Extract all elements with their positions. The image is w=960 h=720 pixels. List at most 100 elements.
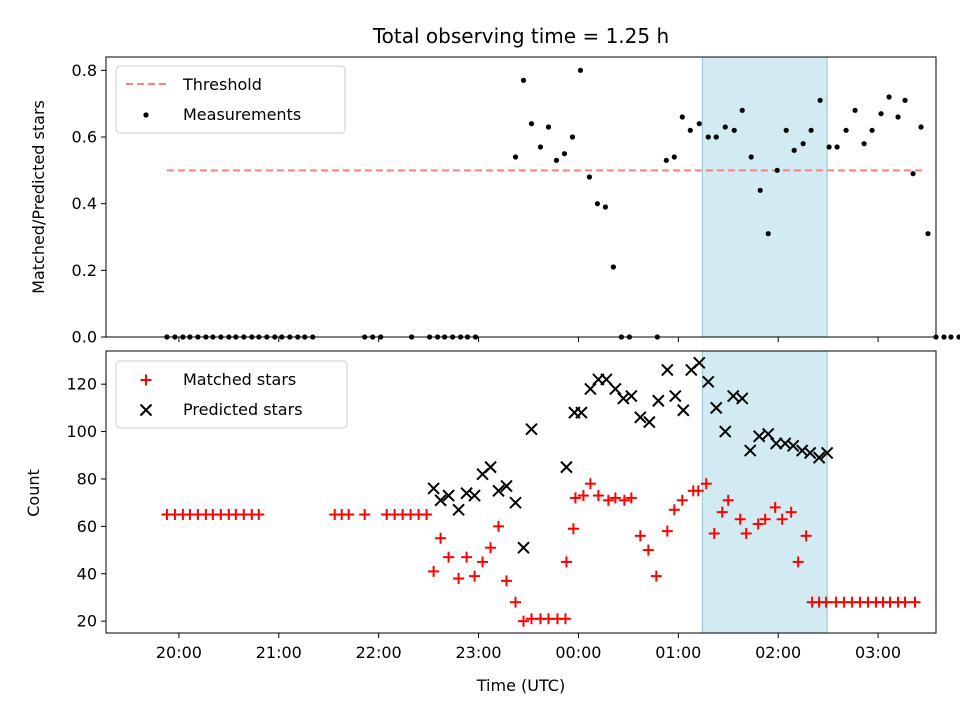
matched-star-point [510, 596, 522, 608]
bottom-ytick-label: 100 [66, 422, 97, 441]
bottom-ytick-label: 40 [77, 564, 97, 583]
legend-measurements-label: Measurements [183, 105, 301, 124]
predicted-star-point [710, 401, 723, 415]
measurement-point [941, 334, 947, 340]
matched-star-point [899, 596, 911, 608]
measurement-point [834, 144, 840, 150]
matched-star-point [602, 494, 614, 506]
measurement-point [878, 111, 884, 117]
measurement-point [610, 264, 616, 270]
predicted-star-point [452, 503, 465, 516]
predicted-star-point [468, 489, 481, 502]
matched-star-point [722, 494, 734, 506]
predicted-star-point [517, 541, 530, 554]
measurement-point [800, 141, 806, 147]
measurement-point [569, 134, 576, 140]
matched-star-point [661, 525, 673, 537]
matched-star-point [625, 492, 637, 504]
predicted-star-point [500, 479, 513, 493]
matched-star-point [569, 492, 581, 504]
measurement-point [696, 121, 702, 127]
bottom-legend: Matched stars Predicted stars [115, 360, 348, 429]
measurement-point [545, 124, 552, 130]
matched-star-point [609, 492, 621, 504]
predicted-star-point [761, 427, 775, 441]
top-ytick-label: 0.6 [72, 128, 97, 147]
predicted-star-point [560, 460, 573, 474]
predicted-star-point [820, 446, 834, 460]
measurement-point [679, 114, 685, 120]
predicted-star-point [584, 382, 597, 396]
predicted-star-point [744, 444, 757, 457]
measurement-point [808, 127, 814, 133]
xtick-label: 21:00 [256, 643, 302, 662]
top-legend-box [115, 65, 346, 134]
matched-star-point [453, 572, 465, 584]
predicted-star-point [677, 404, 690, 417]
matched-star-point [469, 570, 481, 582]
measurement-point [520, 77, 527, 83]
bottom-legend-box [115, 360, 348, 429]
predicted-star-point [652, 394, 665, 407]
bottom-ytick-label: 60 [77, 517, 97, 536]
matched-star-point [776, 513, 788, 525]
matched-star-point [584, 478, 596, 490]
measurement-point [948, 334, 954, 340]
predicted-star-point [600, 373, 613, 386]
measurement-point [594, 201, 601, 207]
matched-star-point [668, 504, 680, 516]
xtick-label: 00:00 [555, 643, 601, 662]
predicted-star-point [634, 411, 647, 424]
measurement-point [537, 144, 544, 150]
matched-star-point [740, 527, 752, 539]
matched-star-point [692, 485, 704, 497]
measurement-point [748, 154, 754, 160]
top-shaded-region [701, 56, 828, 338]
xtick-label: 23:00 [455, 643, 501, 662]
matched-star-point [676, 494, 688, 506]
bottom-ytick-label: 80 [77, 469, 97, 488]
measurement-point [956, 334, 960, 340]
matched-star-point [642, 544, 654, 556]
predicted-star-point [427, 482, 440, 495]
bottom-ytick-label: 20 [77, 612, 97, 631]
predicted-star-point [702, 375, 715, 389]
matched-star-point [421, 509, 433, 521]
legend-predicted-swatch [139, 403, 153, 417]
legend-predicted-label: Predicted stars [183, 400, 303, 419]
measurement-point [602, 204, 608, 210]
matched-star-point [477, 556, 489, 568]
matched-star-point [567, 523, 579, 535]
predicted-star-point [693, 356, 706, 370]
xtick-label: 22:00 [356, 643, 402, 662]
matched-star-point [428, 565, 440, 577]
legend-matched-swatch [140, 374, 152, 386]
bottom-x-ticks: 20:00 21:00 22:00 23:00 00:00 01:00 02:00 03:00 [156, 633, 901, 662]
bottom-y-ticks: 20 40 60 80 100 120 [66, 375, 106, 631]
predicted-star-point [812, 451, 826, 464]
legend-measurements-swatch [143, 112, 149, 118]
legend-matched-marker [140, 374, 152, 386]
xtick-label: 01:00 [655, 643, 701, 662]
xtick-label: 03:00 [855, 643, 901, 662]
measurement-point [757, 187, 763, 193]
matched-star-point [592, 490, 604, 502]
matched-star-point [909, 596, 921, 608]
matched-star-point [820, 596, 832, 608]
measurement-point [687, 127, 693, 133]
matched-star-point [618, 494, 630, 506]
measurement-point [561, 151, 568, 157]
predicted-star-point [719, 425, 732, 438]
predicted-star-point [484, 460, 497, 474]
measurement-point [705, 134, 711, 140]
bottom-panel: 20 40 60 80 100 120 20:00 21:00 22:00 23:00 00:00… [24, 350, 937, 695]
matched-star-point [634, 530, 646, 542]
top-ytick-label: 0.0 [72, 328, 97, 347]
matched-star-point [461, 551, 473, 563]
measurement-point [869, 127, 875, 133]
top-plot-frame [105, 56, 937, 338]
matched-star-point [559, 613, 571, 625]
matched-star-point [734, 513, 746, 525]
legend-threshold-label: Threshold [182, 75, 262, 94]
